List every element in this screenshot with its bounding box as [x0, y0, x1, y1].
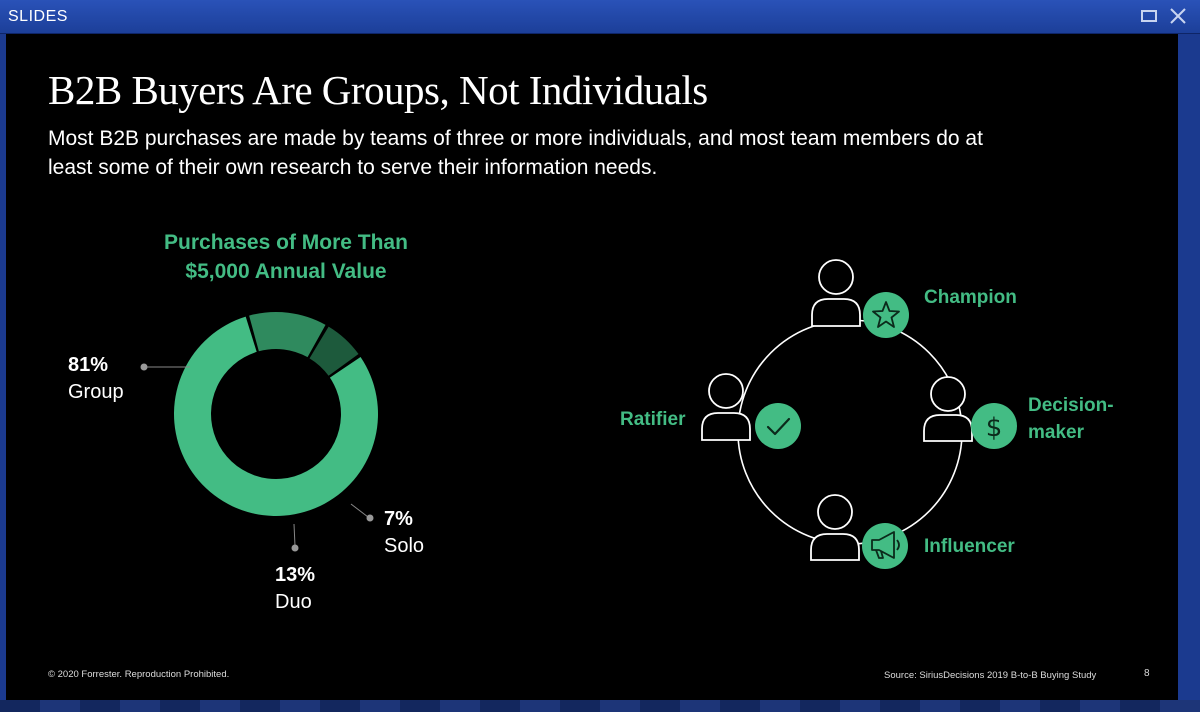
ratifier-badge [755, 403, 801, 449]
slide-title: B2B Buyers Are Groups, Not Individuals [48, 67, 708, 113]
role-label-ratifier: Ratifier [620, 409, 686, 430]
role-label-champion: Champion [924, 287, 1017, 308]
close-icon [1170, 8, 1186, 24]
slide: B2B Buyers Are Groups, Not Individuals M… [6, 34, 1178, 700]
page-number: 8 [1144, 668, 1150, 679]
slice-name-group: Group [68, 381, 124, 403]
champion-person-icon [811, 259, 861, 327]
donut-chart [140, 312, 378, 552]
role-label-decision-maker-line-2: maker [1028, 422, 1084, 443]
slice-percent-duo: 13% [275, 564, 316, 586]
decision-maker-person-icon [923, 376, 973, 442]
close-button[interactable] [1168, 7, 1188, 25]
subtitle-line-1: Most B2B purchases are made by teams of … [48, 127, 983, 150]
role-label-decision-maker-line-1: Decision- [1028, 395, 1114, 416]
subtitle-line-2: least some of their own research to serv… [48, 156, 658, 179]
decision-maker-badge [971, 403, 1017, 449]
window-titlebar: SLIDES [0, 0, 1200, 34]
maximize-icon [1141, 10, 1157, 22]
slice-name-duo: Duo [275, 591, 312, 613]
copyright-notice: © 2020 Forrester. Reproduction Prohibite… [48, 669, 230, 680]
influencer-person-icon [810, 494, 860, 561]
star-icon [872, 301, 900, 328]
slice-percent-solo: 7% [384, 508, 413, 530]
dollar-icon: $ [986, 413, 1003, 443]
slice-percent-group: 81% [68, 354, 109, 376]
window-title: SLIDES [8, 8, 68, 25]
slice-label-group: 81% Group [68, 352, 124, 406]
donut-slice-group [174, 316, 378, 516]
leader-dot-duo [291, 544, 299, 552]
ratifier-person-icon [701, 373, 751, 441]
slice-label-duo: 13% Duo [275, 562, 315, 616]
leader-line-duo [293, 523, 296, 547]
buying-team-diagram: $ [701, 259, 1017, 569]
checkmark-icon [766, 417, 791, 436]
chart-title-line-1: Purchases of More Than [164, 231, 408, 254]
role-label-decision-maker: Decision- maker [1028, 392, 1114, 446]
slice-label-solo: 7% Solo [384, 506, 424, 560]
maximize-button[interactable] [1140, 7, 1160, 25]
champion-badge [863, 292, 909, 338]
influencer-badge [862, 523, 908, 569]
slide-subtitle: Most B2B purchases are made by teams of … [48, 124, 1148, 182]
donut-slice-solo [309, 326, 359, 376]
leader-line-solo [350, 503, 369, 518]
role-label-influencer: Influencer [924, 536, 1015, 557]
leader-dot-solo [366, 514, 374, 522]
leader-dot-group [140, 363, 148, 371]
chart-title-line-2: $5,000 Annual Value [185, 260, 387, 283]
desktop-background [0, 700, 1200, 712]
window-border [1178, 34, 1200, 700]
donut-slice-duo [249, 312, 326, 358]
slice-name-solo: Solo [384, 535, 425, 557]
source-note: Source: SiriusDecisions 2019 B-to-B Buyi… [884, 670, 1097, 681]
megaphone-icon [871, 531, 900, 559]
chart-title: Purchases of More Than $5,000 Annual Val… [126, 228, 446, 286]
